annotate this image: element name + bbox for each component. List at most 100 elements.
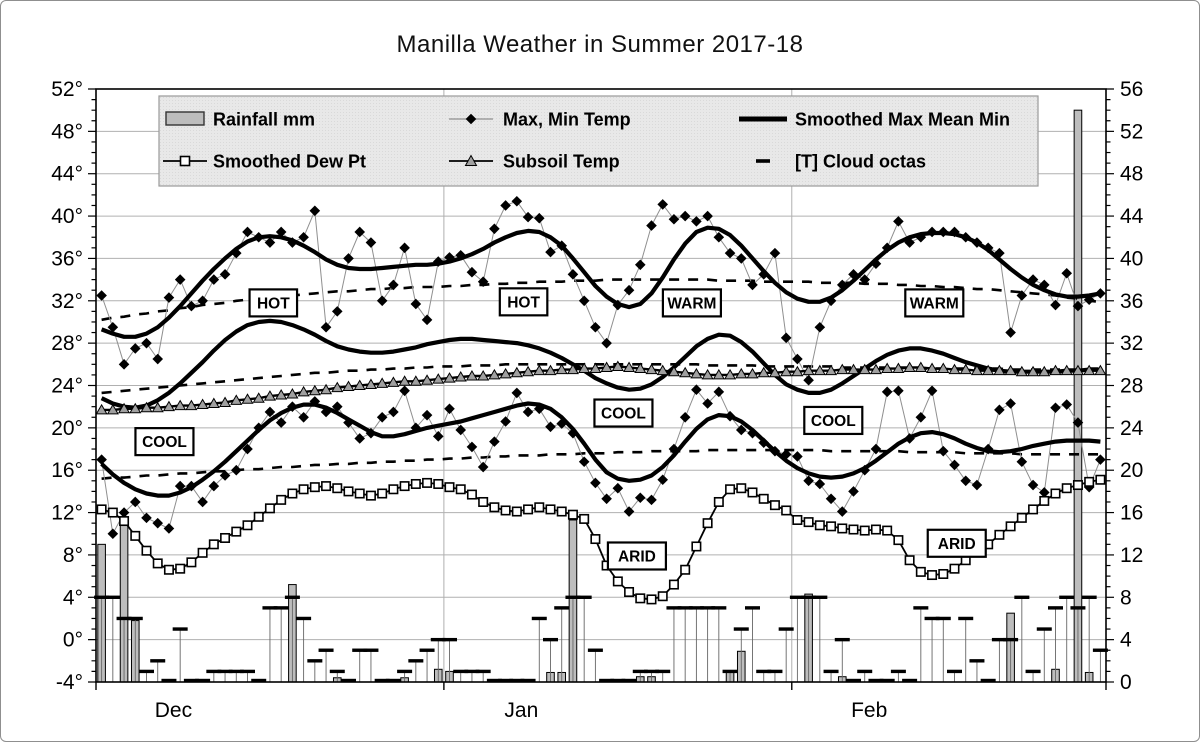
temp-diamond bbox=[623, 284, 635, 296]
temp-diamond bbox=[354, 433, 366, 444]
temp-diamond bbox=[489, 436, 500, 447]
dew-point-square bbox=[803, 517, 814, 528]
temp-diamond bbox=[1072, 300, 1084, 312]
dew-point-square bbox=[567, 509, 578, 520]
annotation-box bbox=[803, 405, 864, 436]
dew-point-square bbox=[354, 488, 365, 499]
dew-point-square bbox=[220, 532, 231, 543]
temp-diamond bbox=[1016, 290, 1028, 301]
legend-box bbox=[158, 95, 1039, 187]
subsoil-triangle bbox=[218, 396, 232, 407]
dew-point-square bbox=[500, 505, 511, 516]
temp-diamond bbox=[971, 479, 983, 491]
temp-diamond bbox=[881, 386, 893, 398]
chart-text: ARID bbox=[618, 548, 656, 565]
temp-diamond bbox=[836, 506, 848, 517]
subsoil-triangle bbox=[791, 365, 804, 377]
temp-diamond bbox=[118, 507, 130, 518]
temp-diamond bbox=[949, 226, 960, 238]
subsoil-triangle bbox=[1026, 365, 1040, 377]
temp-diamond bbox=[421, 409, 433, 421]
dew-point-square bbox=[769, 500, 780, 511]
temp-diamond bbox=[634, 492, 646, 504]
dew-point-square bbox=[624, 586, 635, 597]
temp-diamond bbox=[1038, 487, 1050, 498]
subsoil-triangle bbox=[757, 366, 770, 378]
legend-label-subsoil: Subsoil Temp bbox=[503, 152, 620, 172]
dew-point-square bbox=[175, 563, 186, 574]
temp-diamond bbox=[994, 404, 1005, 416]
temp-diamond bbox=[646, 494, 657, 506]
temp-diamond bbox=[1072, 417, 1084, 428]
chart-text: COOL bbox=[811, 413, 856, 430]
subsoil-triangle bbox=[387, 376, 400, 387]
temp-diamond bbox=[1050, 402, 1061, 414]
temp-diamond bbox=[399, 242, 410, 254]
subsoil-triangle bbox=[477, 369, 490, 381]
temp-diamond bbox=[141, 337, 152, 349]
chart-text: WARM bbox=[910, 295, 959, 312]
dew-point-square bbox=[814, 520, 825, 531]
temp-diamond bbox=[511, 387, 523, 399]
dew-point-square bbox=[478, 496, 489, 507]
legend-label-rainfall: Rainfall mm bbox=[213, 110, 315, 130]
temp-diamond bbox=[691, 384, 702, 396]
normal-dashed-curves bbox=[101, 278, 1101, 480]
legend-label-dew: Smoothed Dew Pt bbox=[213, 152, 366, 172]
dew-point-square bbox=[1028, 504, 1039, 515]
subsoil-triangle bbox=[1060, 364, 1073, 376]
temp-diamond bbox=[399, 385, 410, 397]
dew-point-square bbox=[444, 482, 455, 493]
temp-diamond bbox=[825, 295, 837, 307]
temp-diamond bbox=[174, 480, 186, 492]
subsoil-triangle bbox=[533, 364, 546, 376]
subsoil-triangle bbox=[241, 393, 254, 404]
subsoil-triangle bbox=[690, 367, 703, 379]
max-min-temp-series bbox=[96, 195, 1106, 540]
subsoil-triangle bbox=[836, 363, 849, 375]
axes: 52° 48° 44° 40° 36° 32° 28° 24° 20° 16° 12° 8° 4° 0° -… bbox=[51, 78, 1143, 722]
annotation-labels: HOT HOT WARM WARM COOL COOL COOL ARID ARID bbox=[134, 287, 987, 571]
legend-item-dew: Smoothed Dew Pt bbox=[163, 152, 366, 172]
legend-label-maxmin: Max, Min Temp bbox=[503, 110, 631, 130]
chart-text: 28 bbox=[1120, 375, 1143, 398]
chart-text: 44° bbox=[51, 163, 83, 186]
chart-text: HOT bbox=[507, 294, 540, 311]
subsoil-triangle bbox=[185, 399, 198, 411]
subsoil-triangle bbox=[622, 361, 636, 372]
temp-diamond bbox=[814, 321, 826, 333]
subsoil-triangle bbox=[263, 390, 277, 401]
dew-point-square bbox=[1039, 495, 1050, 506]
subsoil-triangle bbox=[196, 398, 209, 410]
dew-point-square bbox=[186, 557, 197, 568]
chart-text: 56 bbox=[1120, 78, 1143, 101]
dew-point-square bbox=[702, 518, 713, 529]
dew-point-square bbox=[579, 513, 590, 524]
temp-diamond bbox=[388, 279, 399, 291]
subsoil-triangle bbox=[802, 364, 815, 376]
temp-diamond bbox=[365, 237, 377, 248]
x-axis-month-label: Feb bbox=[851, 699, 887, 722]
subsoil-triangle bbox=[207, 397, 220, 409]
dew-point-square bbox=[523, 504, 534, 515]
temp-diamond bbox=[803, 374, 814, 386]
chart-text: 36° bbox=[51, 247, 83, 270]
temp-diamond bbox=[668, 213, 680, 225]
temp-diamond bbox=[141, 512, 152, 524]
dew-point-square bbox=[332, 483, 343, 494]
temp-diamond bbox=[477, 461, 489, 473]
temp-diamond bbox=[870, 258, 882, 270]
subsoil-triangle bbox=[364, 378, 378, 389]
temp-diamond bbox=[118, 359, 130, 370]
subsoil-triangle bbox=[151, 401, 164, 413]
dew-point-square bbox=[758, 493, 769, 504]
temp-diamond bbox=[354, 226, 366, 238]
temp-diamond bbox=[1061, 267, 1073, 279]
subsoil-triangle bbox=[1094, 364, 1107, 376]
subsoil-triangle bbox=[824, 364, 838, 376]
subsoil-triangle bbox=[521, 365, 535, 377]
annotation-box bbox=[248, 288, 299, 318]
subsoil-triangle bbox=[667, 365, 681, 377]
temp-diamond bbox=[825, 493, 837, 505]
temp-diamond bbox=[735, 424, 747, 436]
